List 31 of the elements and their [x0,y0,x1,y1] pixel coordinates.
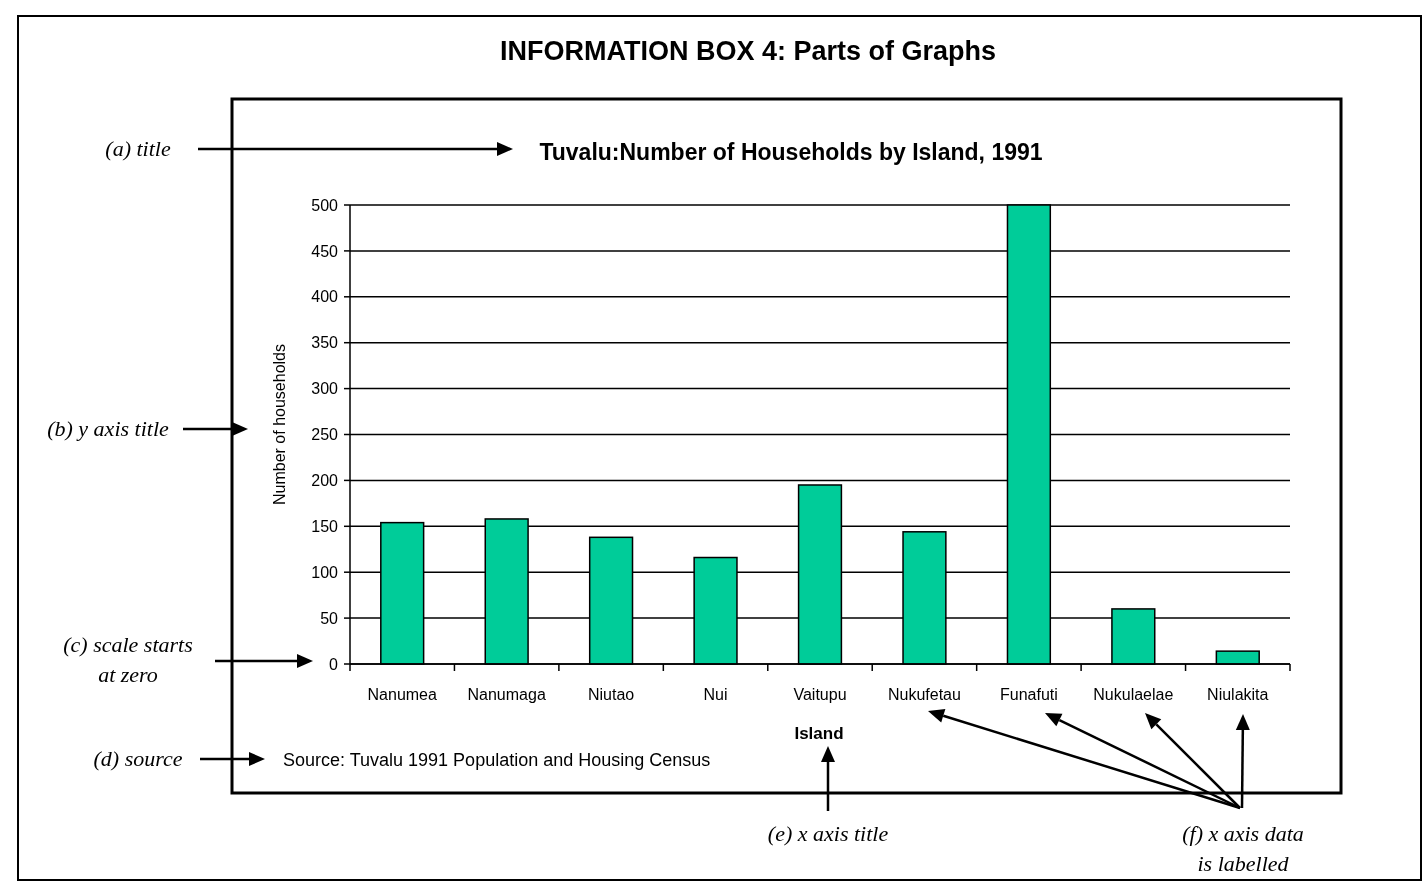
x-tick-label: Nanumaga [467,686,546,703]
y-tick-label: 500 [311,196,339,214]
x-axis-title: Island [794,724,844,743]
y-tick-label: 400 [311,288,339,306]
x-tick-label: Nui [703,686,728,703]
text: (e) x axis title [767,821,889,846]
y-tick-label: 200 [311,472,339,489]
y-tick-label: 300 [311,380,339,398]
source-note: Source: Tuvalu 1991 Population and Housing Census [283,750,711,770]
text: (d) source [93,746,183,771]
chart-title: INFORMATION BOX 4: Parts of Graphs [499,36,997,66]
x-tick-label: Niulakita [1207,686,1269,703]
x-tick-label: Funafuti [999,686,1058,703]
text: (a) title [105,136,171,161]
x-tick-label: Nanumea [367,686,438,703]
y-tick-label: 150 [311,517,339,535]
text: (c) scale starts at zero [63,632,193,687]
y-tick-label: 50 [320,609,339,627]
y-tick-label: 350 [311,334,339,352]
x-tick-label: Niutao [587,686,635,703]
x-tick-label: Vaitupu [793,686,847,703]
y-tick-label: 250 [311,426,339,444]
text: (b) y axis title [47,416,170,441]
y-axis-title: Number of households [271,344,288,505]
y-tick-label: 0 [329,655,339,673]
y-tick-label: 450 [311,242,339,260]
y-tick-label: 100 [311,563,339,581]
x-tick-label: Nukulaelae [1093,686,1174,703]
x-tick-label: Nukufetau [887,686,961,703]
chart-subtitle: Tuvalu:Number of Households by Island, 1991 [539,139,1043,165]
text: (f) x axis data is labelled [1182,821,1304,876]
